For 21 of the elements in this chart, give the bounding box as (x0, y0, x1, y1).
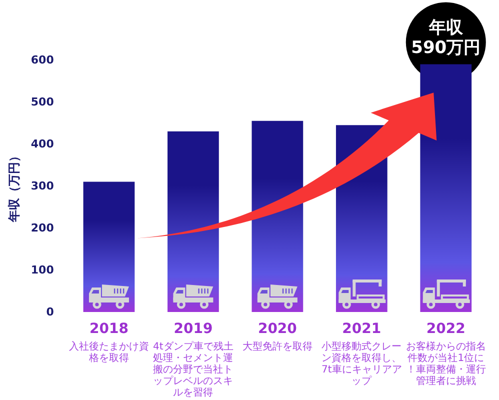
y-tick-label: 500 (30, 96, 54, 108)
bar (83, 182, 135, 312)
y-tick-label: 100 (30, 264, 54, 276)
text: 4tダンプ車で残土処理・セメント運搬の分野で当社トップレベルのスキルを習得 (153, 340, 234, 398)
x-tick-label: 2020 (258, 321, 298, 337)
y-tick-label: 600 (30, 54, 54, 66)
x-tick-label: 2018 (89, 321, 128, 337)
text: 小型移動式クレーン資格を取得し、7t車にキャリアアップ (322, 340, 402, 387)
text: お客様からの指名件数が当社1位に！車両整備・運行管理者に挑戦 (406, 340, 486, 387)
annotation: 年収 590万円 (411, 18, 481, 58)
y-tick-label: 300 (30, 180, 54, 192)
bar (168, 131, 219, 312)
y-tick-label: 400 (30, 138, 54, 150)
text: 大型免許を取得 (242, 340, 312, 352)
y-axis-title: 年収（万円） (7, 150, 21, 223)
text: 入社後たまかけ資格を取得 (68, 340, 149, 364)
x-tick-label: 2021 (342, 321, 382, 337)
x-tick-label: 2019 (174, 321, 213, 337)
y-tick-label: 200 (30, 222, 54, 234)
x-tick-label: 2022 (426, 321, 466, 337)
y-tick-label: 0 (46, 306, 54, 318)
